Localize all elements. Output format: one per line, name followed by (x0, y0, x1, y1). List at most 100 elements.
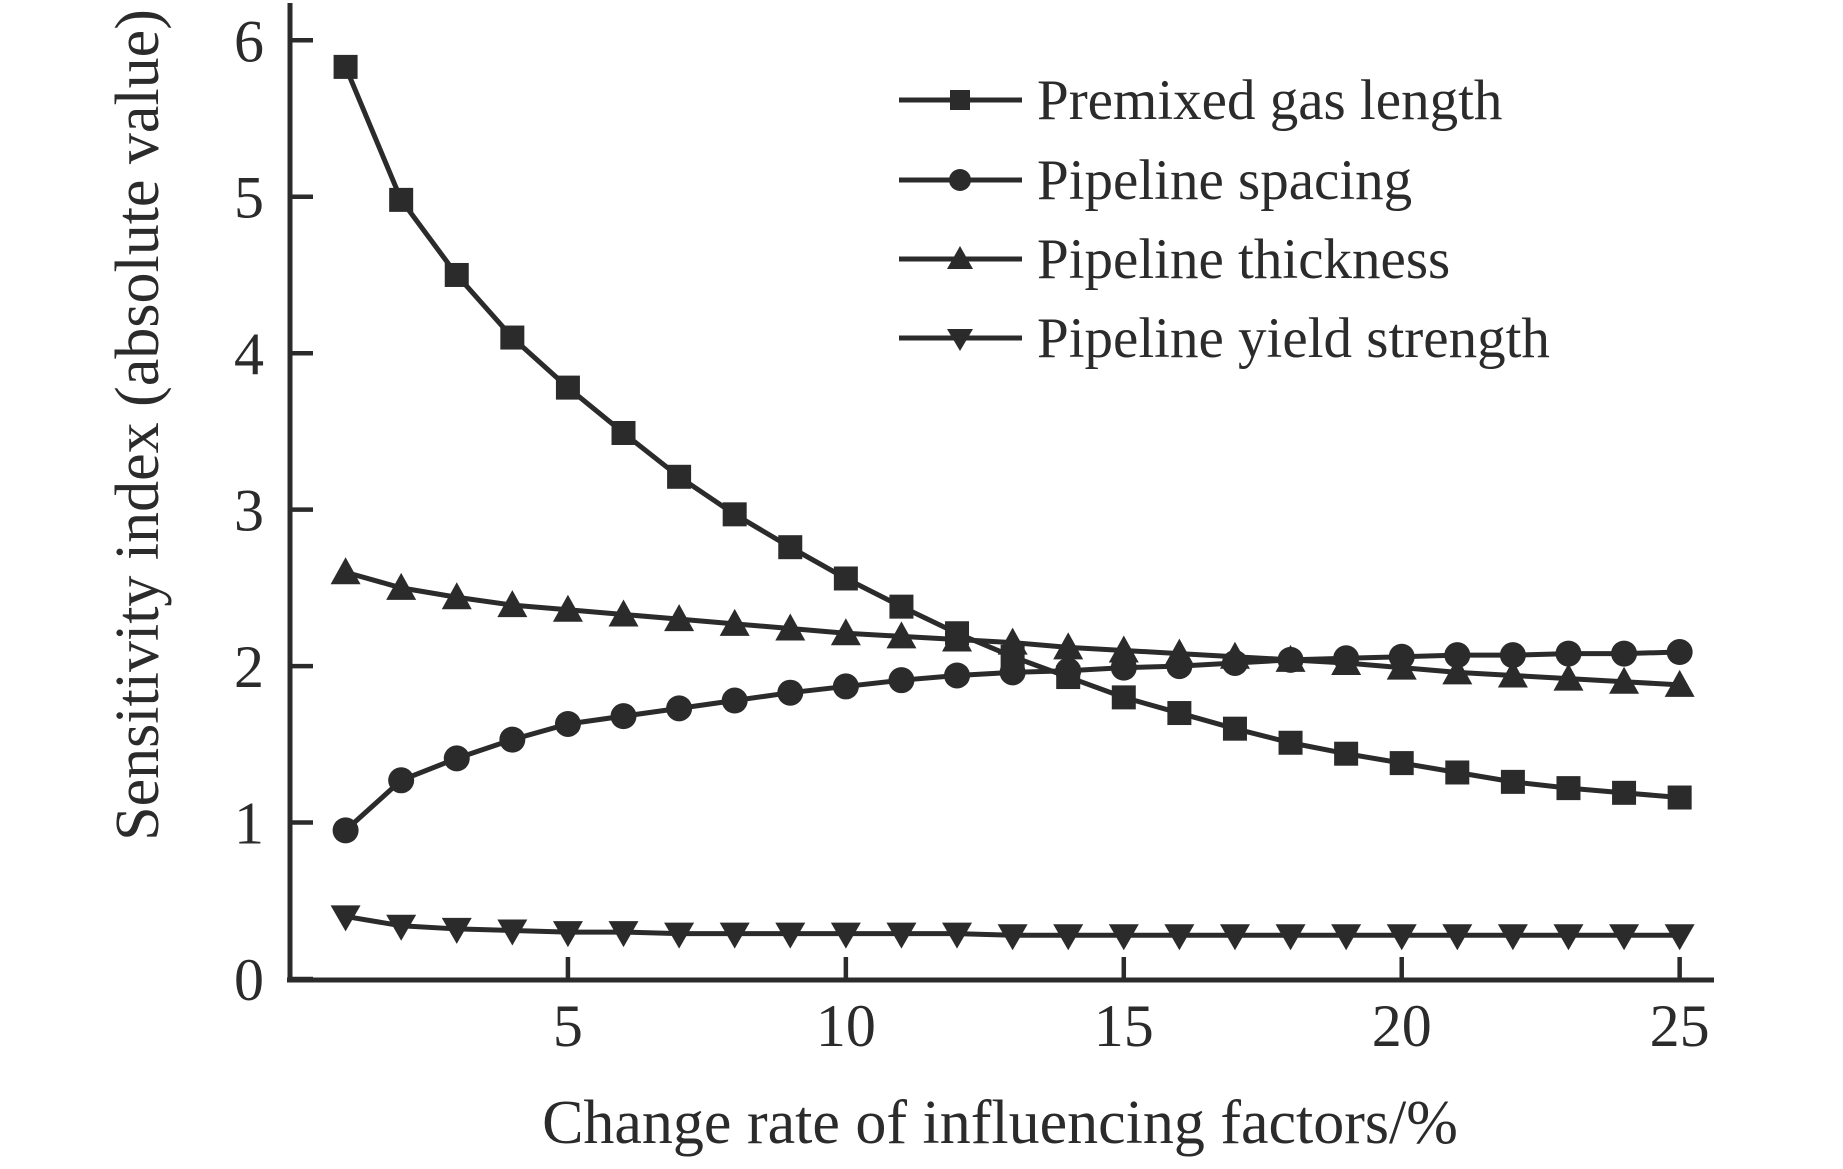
data-point-marker (497, 919, 528, 946)
data-point-marker (775, 922, 806, 949)
data-point-marker (555, 375, 580, 400)
data-point-marker (1219, 641, 1250, 669)
legend-circle-icon (949, 169, 971, 191)
data-point-marker (1666, 639, 1693, 666)
data-point-marker (1275, 924, 1306, 951)
legend-square-icon (950, 90, 970, 110)
data-point-marker (1386, 924, 1417, 951)
y-tick-label: 6 (234, 8, 264, 74)
data-point-marker (1222, 716, 1247, 741)
y-tick-label: 3 (234, 478, 264, 544)
data-point-marker (552, 594, 583, 622)
data-point-marker (1664, 669, 1695, 697)
y-tick-label: 2 (234, 634, 264, 700)
data-point-marker (721, 687, 748, 714)
series-markers-pipeline-thickness (330, 557, 1695, 697)
legend: Premixed gas length Pipeline spacing Pipel… (899, 69, 1550, 370)
x-tick-label: 15 (1094, 993, 1154, 1059)
data-point-marker (664, 922, 695, 949)
data-point-marker (610, 703, 637, 730)
data-point-marker (944, 662, 971, 689)
data-point-marker (1334, 741, 1359, 766)
data-point-marker (666, 695, 693, 722)
data-point-marker (664, 604, 695, 632)
data-point-marker (1053, 632, 1084, 660)
data-point-marker (443, 745, 470, 772)
data-point-marker (386, 914, 417, 941)
data-point-marker (608, 921, 639, 948)
data-point-marker (775, 613, 806, 641)
data-point-marker (832, 673, 859, 700)
data-point-marker (497, 590, 528, 618)
data-point-marker (608, 599, 639, 627)
data-point-marker (1612, 780, 1637, 805)
y-tick-label: 4 (234, 321, 264, 387)
data-point-marker (719, 922, 750, 949)
series-markers-premixed-gas-length (333, 54, 1692, 810)
series-markers-pipeline-spacing (332, 639, 1693, 844)
x-tick-label: 5 (553, 993, 583, 1059)
data-point-marker (888, 667, 915, 694)
legend-item-premixed-gas-length: Premixed gas length (899, 69, 1502, 132)
x-tick-label: 20 (1372, 993, 1432, 1059)
data-point-marker (1553, 924, 1584, 951)
data-point-marker (833, 566, 858, 591)
data-point-marker (1609, 666, 1640, 694)
data-point-marker (499, 726, 526, 753)
data-point-marker (1108, 924, 1139, 951)
x-tick-label: 10 (816, 993, 876, 1059)
data-point-marker (886, 621, 917, 649)
data-point-marker (1389, 751, 1414, 776)
legend-label: Pipeline spacing (1037, 149, 1412, 212)
data-point-marker (552, 921, 583, 948)
data-point-marker (942, 922, 973, 949)
series-markers-pipeline-yield-strength (330, 905, 1695, 951)
legend-item-pipeline-thickness: Pipeline thickness (899, 228, 1450, 291)
axes-layer: 0 1 2 3 4 5 6 5 10 15 20 25 (234, 3, 1714, 1059)
data-point-marker (332, 817, 359, 844)
data-point-marker (386, 572, 417, 600)
data-point-marker (1386, 652, 1417, 680)
data-point-marker (999, 659, 1026, 686)
data-point-marker (441, 917, 472, 944)
data-point-marker (1445, 760, 1470, 785)
data-point-marker (441, 582, 472, 610)
data-point-marker (889, 594, 914, 619)
data-point-marker (830, 618, 861, 646)
data-point-marker (611, 420, 636, 445)
data-point-marker (1444, 642, 1471, 669)
data-point-marker (830, 922, 861, 949)
data-point-marker (1555, 640, 1582, 667)
y-tick-label: 5 (234, 165, 264, 231)
data-point-marker (389, 187, 414, 212)
data-point-marker (500, 325, 525, 350)
y-tick-label: 0 (234, 947, 264, 1013)
data-point-marker (330, 557, 361, 585)
data-point-marker (333, 54, 358, 79)
legend-label: Premixed gas length (1037, 69, 1502, 132)
data-point-marker (554, 710, 581, 737)
data-point-marker (1664, 924, 1695, 951)
data-point-marker (1442, 657, 1473, 685)
data-point-marker (1275, 644, 1306, 672)
legend-label: Pipeline thickness (1037, 228, 1450, 291)
data-point-marker (777, 679, 804, 706)
data-point-marker (1667, 785, 1692, 810)
series-layer (330, 54, 1695, 951)
data-point-marker (1609, 924, 1640, 951)
y-tick-label: 1 (234, 791, 264, 857)
data-point-marker (1331, 924, 1362, 951)
data-point-marker (1108, 635, 1139, 663)
data-point-marker (330, 905, 361, 932)
data-point-marker (722, 502, 747, 527)
legend-triangle-up-icon (947, 246, 973, 269)
data-point-marker (1055, 657, 1082, 684)
data-point-marker (1167, 701, 1192, 726)
data-point-marker (1164, 924, 1195, 951)
data-point-marker (997, 627, 1028, 655)
legend-triangle-down-icon (947, 329, 973, 351)
x-tick-label: 25 (1650, 993, 1710, 1059)
legend-item-pipeline-yield-strength: Pipeline yield strength (899, 307, 1550, 370)
y-axis-title: Sensitivity index (absolute value) (104, 9, 172, 841)
